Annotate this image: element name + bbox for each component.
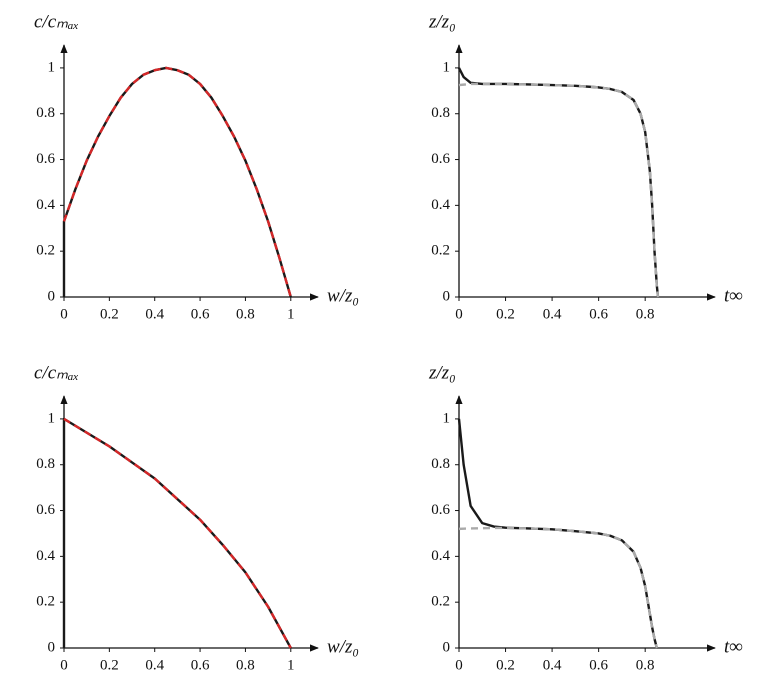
x-tick-label: 0.6	[191, 306, 210, 322]
y-tick-label: 0.8	[36, 105, 55, 121]
series-line	[458, 82, 660, 298]
y-tick-label: 1	[48, 59, 56, 75]
y-tick-label: 0.4	[431, 548, 450, 564]
x-tick-label: 0.2	[496, 306, 515, 322]
y-tick-label: 1	[48, 410, 56, 426]
x-axis-label: w/z₀	[327, 636, 359, 657]
x-tick-label: 0	[455, 306, 463, 322]
x-tick-label: 0.2	[496, 657, 515, 673]
x-tick-label: 1	[287, 306, 295, 322]
y-tick-label: 0.4	[431, 197, 450, 213]
y-tick-label: 0.8	[431, 456, 450, 472]
y-tick-label: 0.6	[36, 151, 55, 167]
y-tick-label: 0.8	[431, 105, 450, 121]
x-tick-label: 0.8	[236, 657, 255, 673]
y-tick-label: 0.2	[431, 594, 450, 610]
x-axis-label: w/z₀	[327, 285, 359, 306]
y-tick-label: 0.2	[36, 594, 55, 610]
y-tick-label: 0.6	[431, 502, 450, 518]
y-tick-label: 1	[443, 59, 451, 75]
y-tick-label: 0	[443, 288, 451, 304]
x-tick-label: 0.8	[636, 306, 655, 322]
series-line	[63, 417, 292, 649]
series-line	[62, 66, 292, 298]
series-line	[457, 67, 660, 298]
y-tick-label: 0.2	[431, 243, 450, 259]
x-tick-label: 0.2	[100, 657, 119, 673]
x-tick-label: 0.6	[589, 306, 608, 322]
y-tick-label: 0.4	[36, 197, 55, 213]
series-line	[457, 418, 658, 649]
x-tick-label: 0.4	[145, 306, 164, 322]
y-axis-label: z/z₀	[428, 11, 456, 32]
y-tick-label: 0.2	[36, 243, 55, 259]
y-tick-label: 0.6	[431, 151, 450, 167]
series-line	[62, 66, 292, 298]
x-axis-label: t∞	[724, 285, 743, 306]
x-tick-label: 0.8	[636, 657, 655, 673]
x-axis-label: t∞	[724, 636, 743, 657]
y-tick-label: 0	[48, 639, 56, 655]
x-tick-label: 0.6	[191, 657, 210, 673]
y-axis-label: c/cₘₐₓ	[34, 362, 79, 383]
x-tick-label: 0.8	[236, 306, 255, 322]
series-line	[62, 417, 292, 649]
y-tick-label: 0	[48, 288, 56, 304]
y-tick-label: 1	[443, 410, 451, 426]
x-tick-label: 0.4	[543, 306, 562, 322]
x-tick-label: 0.2	[100, 306, 119, 322]
y-axis-label: c/cₘₐₓ	[34, 11, 79, 32]
x-tick-label: 0	[60, 306, 68, 322]
x-tick-label: 0.6	[589, 657, 608, 673]
y-tick-label: 0.6	[36, 502, 55, 518]
x-tick-label: 0	[455, 657, 463, 673]
x-tick-label: 0.4	[543, 657, 562, 673]
y-tick-label: 0.4	[36, 548, 55, 564]
x-tick-label: 0.4	[145, 657, 164, 673]
series-line	[458, 526, 658, 649]
y-axis-label: z/z₀	[428, 362, 456, 383]
y-tick-label: 0.8	[36, 456, 55, 472]
y-tick-label: 0	[443, 639, 451, 655]
x-tick-label: 1	[287, 657, 295, 673]
x-tick-label: 0	[60, 657, 68, 673]
